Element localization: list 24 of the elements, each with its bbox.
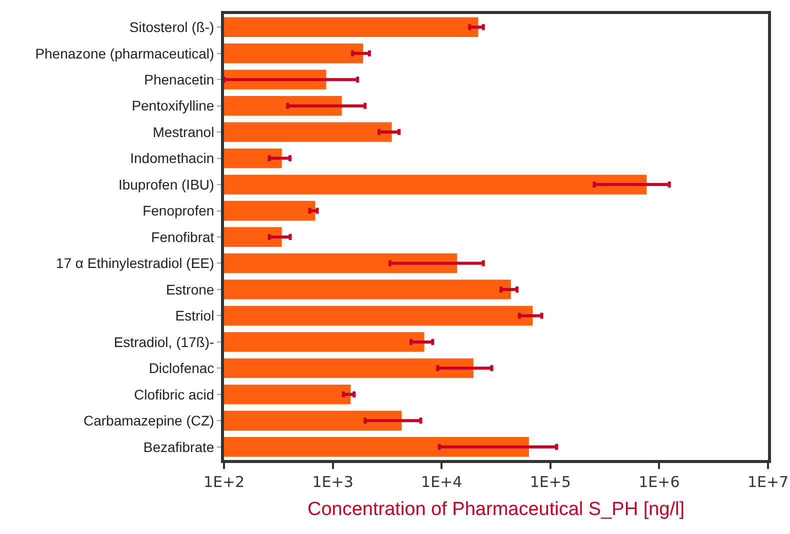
- y-tick-label: Fenofibrat: [151, 228, 214, 245]
- x-tick-label: 1E+4: [421, 473, 462, 491]
- y-tick-label: Ibuprofen (IBU): [118, 176, 214, 192]
- x-tick-label: 1E+5: [530, 473, 571, 491]
- y-tick-label: Fenoprofen: [142, 202, 214, 219]
- y-tick-label: Phenazone (pharmaceutical): [35, 45, 214, 62]
- y-tick-label: Carbamazepine (CZ): [83, 412, 214, 429]
- y-tick-label: Bezafibrate: [143, 438, 214, 455]
- y-tick-label: Diclofenac: [148, 360, 214, 376]
- y-tick-label: Estrone: [166, 281, 214, 298]
- y-tick-label: Clofibric acid: [134, 386, 214, 402]
- y-tick-label: Estriol: [175, 308, 214, 324]
- x-tick-label: 1E+6: [638, 473, 680, 491]
- x-tick-label: 1E+3: [312, 473, 354, 491]
- y-tick-label: Phenacetin: [144, 71, 214, 88]
- y-tick-label: Indomethacin: [130, 150, 214, 166]
- x-tick-label: 1E+7: [747, 473, 789, 491]
- y-tick-label: Estradiol, (17ß)-: [114, 334, 215, 350]
- y-tick-label: Mestranol: [152, 124, 214, 140]
- y-tick-label: Sitosterol (ß-): [129, 19, 214, 36]
- y-tick-label: 17 α Ethinylestradiol (EE): [56, 255, 214, 272]
- x-axis-title: Concentration of Pharmaceutical S_PH [ng/l]: [307, 498, 685, 520]
- y-tick-label: Pentoxifylline: [132, 98, 214, 114]
- x-tick-label: 1E+2: [203, 473, 245, 491]
